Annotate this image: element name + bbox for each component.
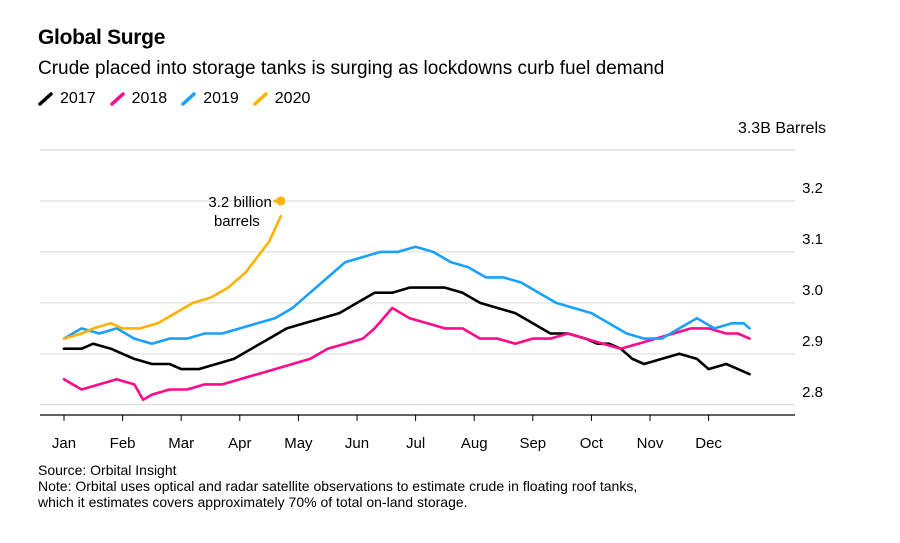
series-line-2018 <box>62 306 751 401</box>
x-tick-label: Mar <box>168 435 194 452</box>
legend-swatch-2019 <box>181 92 196 106</box>
legend-label-2019: 2019 <box>203 90 239 107</box>
x-tick-label: May <box>284 435 313 452</box>
series-line-2019 <box>62 245 751 345</box>
y-tick-label: 2.9 <box>802 333 823 350</box>
legend-item-2017: 2017 <box>38 90 96 108</box>
series-line-2020 <box>62 214 283 340</box>
chart-legend: 2017 2018 2019 2020 <box>38 90 310 108</box>
y-tick-label: 3.0 <box>802 282 823 299</box>
legend-swatch-2018 <box>109 92 125 106</box>
chart-footer: Source: Orbital Insight Note: Orbital us… <box>38 462 838 510</box>
y-tick-label: 2.8 <box>802 384 823 401</box>
legend-swatch-2020 <box>253 92 268 106</box>
x-tick-label: Apr <box>228 435 251 452</box>
legend-swatch-2017 <box>38 92 53 106</box>
legend-label-2020: 2020 <box>274 90 311 107</box>
y-tick-label: 3.1 <box>802 231 823 248</box>
methodology-note-line1: Note: Orbital uses optical and radar sat… <box>38 478 638 494</box>
annotation-label-line1: 3.2 billion <box>208 194 271 211</box>
y-axis-unit-label: 3.3B Barrels <box>737 120 826 137</box>
x-tick-label: Sep <box>519 435 546 452</box>
x-tick-label: Feb <box>110 435 136 452</box>
x-tick-label: Jun <box>345 435 369 452</box>
x-tick-label: Dec <box>695 435 722 452</box>
annotation-label-line2: barrels <box>214 213 260 230</box>
x-tick-label: Jul <box>406 435 425 452</box>
series-line-2017 <box>62 286 751 376</box>
x-tick-label: Aug <box>461 435 488 452</box>
chart-title: Global Surge <box>38 26 166 49</box>
legend-label-2017: 2017 <box>60 90 96 107</box>
chart-subtitle: Crude placed into storage tanks is surgi… <box>38 58 665 79</box>
legend-item-2020: 2020 <box>253 90 311 108</box>
x-tick-label: Jan <box>52 435 76 452</box>
x-tick-label: Oct <box>580 435 604 452</box>
methodology-note-line2: which it estimates covers approximately … <box>38 494 468 510</box>
legend-label-2018: 2018 <box>131 90 168 107</box>
legend-item-2018: 2018 <box>109 90 168 108</box>
legend-item-2019: 2019 <box>181 90 239 108</box>
x-tick-label: Nov <box>637 435 664 452</box>
source-note: Source: Orbital Insight <box>38 462 177 478</box>
y-tick-label: 3.2 <box>802 180 823 197</box>
